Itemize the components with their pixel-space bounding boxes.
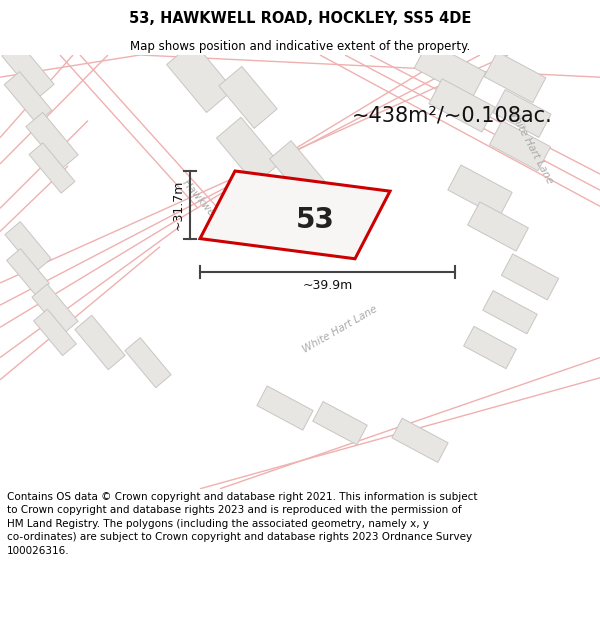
Text: Map shows position and indicative extent of the property.: Map shows position and indicative extent…: [130, 39, 470, 52]
Polygon shape: [269, 141, 326, 201]
Polygon shape: [392, 418, 448, 462]
Polygon shape: [75, 315, 125, 370]
Polygon shape: [4, 72, 52, 123]
Text: 53, HAWKWELL ROAD, HOCKLEY, SS5 4DE: 53, HAWKWELL ROAD, HOCKLEY, SS5 4DE: [129, 11, 471, 26]
Text: Contains OS data © Crown copyright and database right 2021. This information is : Contains OS data © Crown copyright and d…: [7, 492, 478, 556]
Polygon shape: [429, 79, 495, 132]
Text: ~39.9m: ~39.9m: [302, 279, 353, 292]
Polygon shape: [29, 143, 75, 193]
Text: 53: 53: [296, 206, 334, 234]
Polygon shape: [200, 171, 390, 259]
Polygon shape: [167, 42, 233, 112]
Polygon shape: [7, 249, 49, 295]
Polygon shape: [26, 112, 78, 169]
Polygon shape: [34, 309, 76, 356]
Polygon shape: [313, 401, 367, 445]
Polygon shape: [125, 338, 171, 388]
Polygon shape: [217, 118, 280, 184]
Text: ~438m²/~0.108ac.: ~438m²/~0.108ac.: [352, 106, 553, 126]
Polygon shape: [484, 52, 546, 102]
Polygon shape: [490, 121, 551, 171]
Polygon shape: [483, 291, 537, 334]
Polygon shape: [448, 165, 512, 217]
Text: Hawkwell Road: Hawkwell Road: [181, 178, 239, 245]
Polygon shape: [32, 284, 78, 334]
Polygon shape: [257, 386, 313, 430]
Polygon shape: [5, 222, 51, 272]
Polygon shape: [414, 41, 486, 99]
Polygon shape: [467, 202, 529, 251]
Polygon shape: [493, 89, 551, 138]
Polygon shape: [219, 66, 277, 128]
Polygon shape: [502, 254, 559, 300]
Polygon shape: [464, 326, 517, 369]
Text: White Hart Lane: White Hart Lane: [301, 304, 379, 355]
Text: White Hart Lane: White Hart Lane: [506, 106, 554, 186]
Text: ~31.7m: ~31.7m: [172, 179, 185, 230]
Polygon shape: [2, 42, 54, 99]
